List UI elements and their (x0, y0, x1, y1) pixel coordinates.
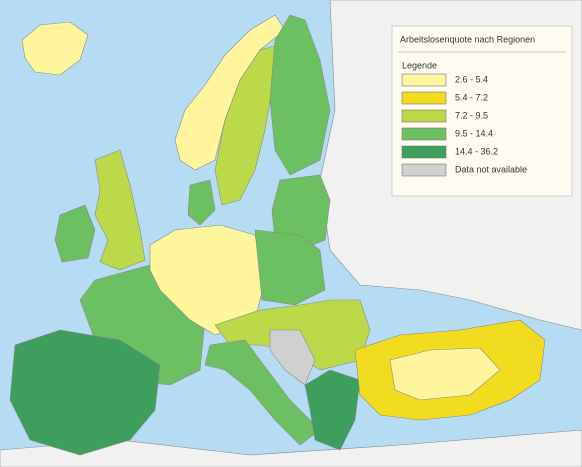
legend-heading: Legende (402, 60, 437, 70)
legend-swatch (401, 127, 447, 141)
legend-label: 9.5 - 14.4 (455, 128, 493, 138)
legend-label: 5.4 - 7.2 (455, 92, 488, 102)
africa (0, 429, 582, 467)
legend-swatch (401, 145, 447, 159)
greece (304, 369, 361, 451)
great-britain (94, 149, 146, 271)
denmark (187, 179, 216, 226)
poland (254, 229, 326, 306)
legend-label: 7.2 - 9.5 (455, 110, 488, 120)
turkey-inner (389, 347, 501, 401)
iberia (9, 329, 161, 456)
legend-swatch (401, 163, 447, 177)
legend-label: Data not available (455, 164, 527, 174)
legend-swatch (401, 73, 447, 87)
legend-swatch (401, 91, 447, 105)
legend-label: 2.6 - 5.4 (455, 74, 488, 84)
sweden (214, 44, 279, 206)
iceland (21, 21, 89, 76)
legend-title: Arbeitslosenquote nach Regionen (400, 34, 535, 44)
legend-swatch (401, 109, 447, 123)
italy (204, 339, 321, 446)
finland (269, 14, 331, 176)
legend-label: 14.4 - 36.2 (455, 146, 498, 156)
legend: Arbeitslosenquote nach Regionen Legende … (391, 25, 573, 197)
ireland (54, 204, 96, 263)
